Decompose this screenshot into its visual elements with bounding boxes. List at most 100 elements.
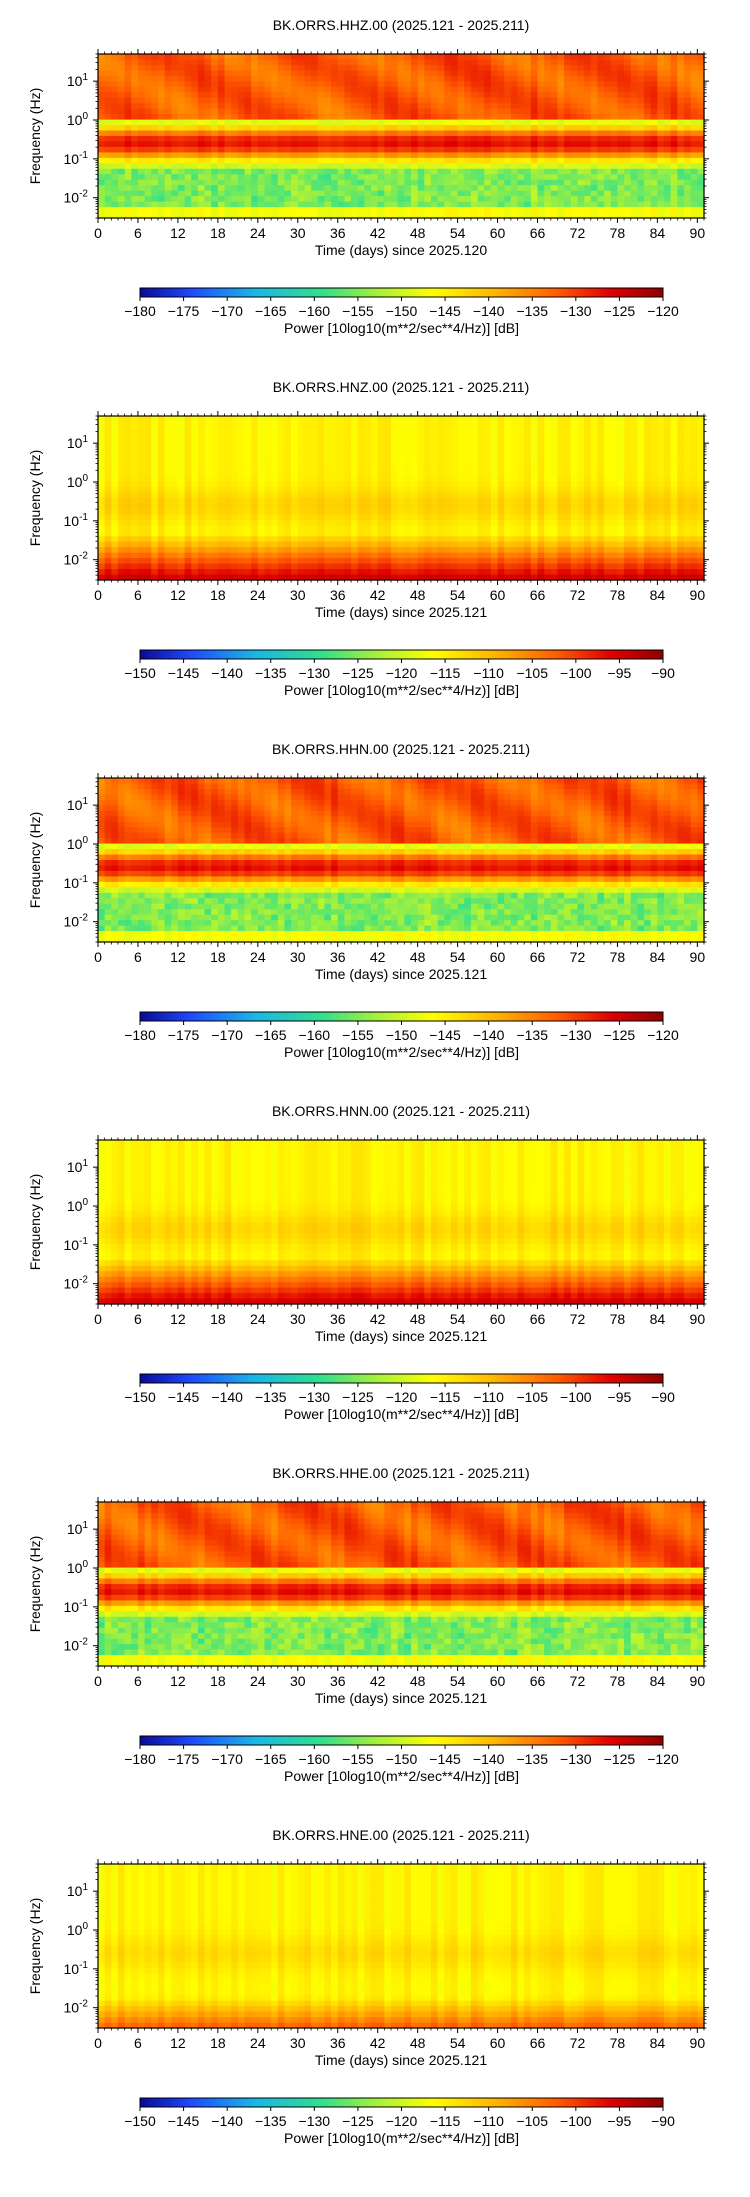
heatmap-cell: [304, 103, 312, 110]
heatmap-cell: [184, 185, 192, 192]
heatmap-cell: [424, 168, 432, 175]
heatmap-cell: [497, 503, 505, 510]
heatmap-cell: [537, 59, 545, 66]
heatmap-cell: [104, 86, 112, 93]
heatmap-cell: [470, 563, 479, 570]
heatmap-cell: [284, 108, 292, 115]
heatmap-cell: [644, 152, 652, 159]
heatmap-cell: [357, 163, 365, 170]
heatmap-cell: [650, 201, 658, 208]
heatmap-cell: [204, 70, 212, 77]
heatmap-cell: [497, 146, 505, 153]
heatmap-cell: [477, 168, 485, 175]
heatmap-cell: [111, 525, 119, 532]
heatmap-cell: [490, 201, 499, 208]
heatmap-cell: [391, 569, 399, 576]
heatmap-cell: [137, 54, 146, 61]
heatmap-cell: [157, 103, 166, 110]
heatmap-cell: [437, 519, 445, 526]
heatmap-cell: [444, 443, 452, 450]
heatmap-cell: [224, 552, 232, 559]
heatmap-cell: [484, 130, 492, 137]
heatmap-cell: [191, 492, 199, 499]
heatmap-cell: [217, 514, 226, 521]
heatmap-cell: [670, 81, 678, 88]
heatmap-cell: [357, 454, 365, 461]
heatmap-cell: [644, 125, 652, 132]
heatmap-cell: [237, 519, 246, 526]
heatmap-cell: [537, 81, 545, 88]
heatmap-cell: [311, 432, 319, 439]
heatmap-cell: [470, 437, 479, 444]
heatmap-cell: [424, 503, 432, 510]
heatmap-cell: [284, 574, 292, 581]
heatmap-cell: [211, 530, 219, 537]
heatmap-cell: [570, 81, 579, 88]
heatmap-cell: [364, 569, 372, 576]
heatmap-cell: [650, 54, 658, 61]
heatmap-cell: [297, 481, 306, 488]
heatmap-cell: [444, 59, 452, 66]
heatmap-cell: [217, 541, 226, 548]
heatmap-cell: [251, 508, 259, 515]
heatmap-cell: [317, 201, 326, 208]
heatmap-cell: [664, 70, 672, 77]
heatmap-cell: [697, 114, 705, 121]
heatmap-cell: [217, 465, 226, 472]
heatmap-cell: [237, 146, 246, 153]
heatmap-cell: [111, 141, 119, 148]
heatmap-cell: [277, 569, 286, 576]
heatmap-cell: [437, 103, 445, 110]
heatmap-cell: [337, 196, 345, 203]
heatmap-cell: [277, 514, 286, 521]
heatmap-cell: [384, 563, 392, 570]
heatmap-cell: [537, 152, 545, 159]
heatmap-cell: [484, 108, 492, 115]
heatmap-cell: [364, 103, 372, 110]
heatmap-cell: [624, 136, 632, 143]
heatmap-cell: [377, 448, 385, 455]
heatmap-cell: [424, 141, 432, 148]
heatmap-cell: [577, 103, 585, 110]
heatmap-cell: [251, 541, 259, 548]
heatmap-cell: [337, 146, 345, 153]
heatmap-cell: [304, 59, 312, 66]
heatmap-cell: [684, 103, 692, 110]
heatmap-cell: [504, 54, 512, 61]
heatmap-cell: [450, 426, 459, 433]
heatmap-cell: [171, 487, 179, 494]
heatmap-cell: [690, 81, 698, 88]
heatmap-cell: [317, 421, 326, 428]
heatmap-cell: [231, 519, 239, 526]
heatmap-cell: [371, 64, 379, 71]
heatmap-cell: [364, 514, 372, 521]
heatmap-cell: [510, 426, 519, 433]
heatmap-cell: [637, 212, 645, 219]
heatmap-cell: [157, 152, 166, 159]
heatmap-cell: [357, 448, 365, 455]
heatmap-cell: [524, 179, 532, 186]
heatmap-cell: [410, 75, 419, 82]
heatmap-cell: [277, 70, 286, 77]
heatmap-cell: [477, 459, 485, 466]
heatmap-cell: [144, 179, 152, 186]
heatmap-cell: [284, 207, 292, 214]
heatmap-cell: [424, 190, 432, 197]
heatmap-cell: [510, 168, 519, 175]
heatmap-cell: [697, 59, 705, 66]
heatmap-cell: [217, 97, 226, 104]
heatmap-cell: [397, 146, 405, 153]
heatmap-cell: [291, 426, 299, 433]
heatmap-cell: [477, 416, 485, 423]
heatmap-cell: [271, 157, 279, 164]
heatmap-cell: [124, 476, 132, 483]
heatmap-cell: [337, 64, 345, 71]
heatmap-cell: [490, 75, 499, 82]
heatmap-cell: [357, 558, 365, 565]
heatmap-cell: [204, 103, 212, 110]
heatmap-cell: [404, 196, 412, 203]
heatmap-cell: [624, 103, 632, 110]
heatmap-cell: [324, 179, 332, 186]
heatmap-cell: [490, 130, 499, 137]
heatmap-cell: [357, 81, 365, 88]
